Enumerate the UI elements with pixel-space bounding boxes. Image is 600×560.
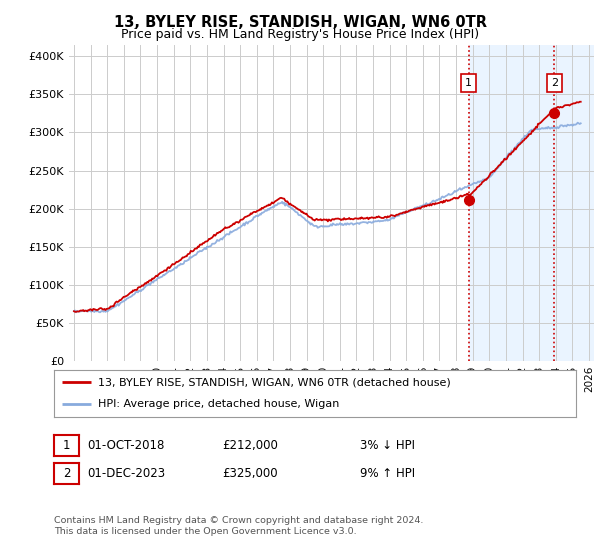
Text: 01-DEC-2023: 01-DEC-2023 [87,466,165,480]
Text: £212,000: £212,000 [222,438,278,452]
Text: 2: 2 [551,78,558,88]
Text: 1: 1 [63,438,70,452]
Text: HPI: Average price, detached house, Wigan: HPI: Average price, detached house, Wiga… [98,399,340,409]
Text: Price paid vs. HM Land Registry's House Price Index (HPI): Price paid vs. HM Land Registry's House … [121,28,479,41]
Text: 3% ↓ HPI: 3% ↓ HPI [360,438,415,452]
Text: £325,000: £325,000 [222,466,278,480]
Text: Contains HM Land Registry data © Crown copyright and database right 2024.
This d: Contains HM Land Registry data © Crown c… [54,516,424,536]
Text: 2: 2 [63,466,70,480]
Text: 01-OCT-2018: 01-OCT-2018 [87,438,164,452]
Text: 13, BYLEY RISE, STANDISH, WIGAN, WN6 0TR: 13, BYLEY RISE, STANDISH, WIGAN, WN6 0TR [113,15,487,30]
Text: 13, BYLEY RISE, STANDISH, WIGAN, WN6 0TR (detached house): 13, BYLEY RISE, STANDISH, WIGAN, WN6 0TR… [98,377,451,388]
Text: 9% ↑ HPI: 9% ↑ HPI [360,466,415,480]
Bar [469,45,594,361]
Bar [554,45,594,361]
Text: 1: 1 [465,78,472,88]
